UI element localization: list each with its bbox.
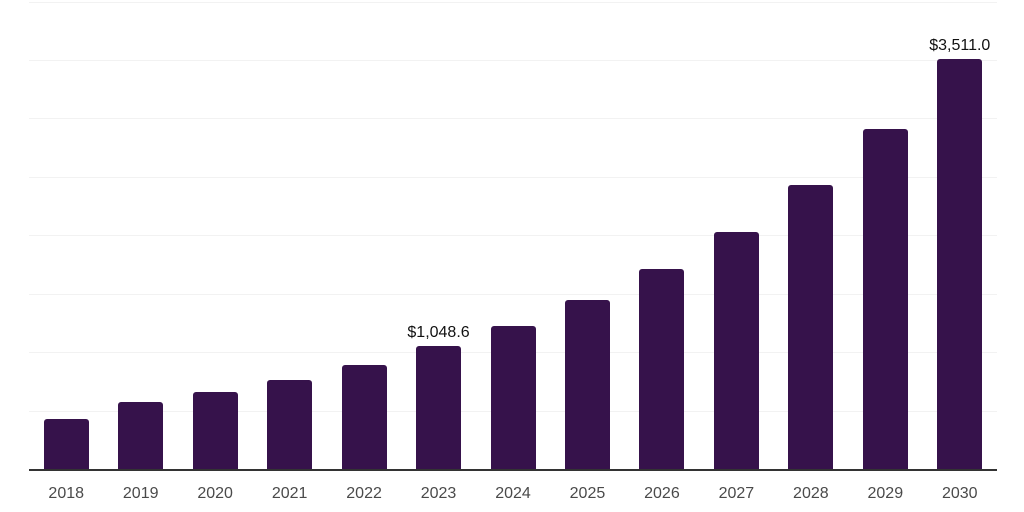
bar-2021[interactable] <box>267 379 313 469</box>
bar-2026[interactable] <box>639 269 685 469</box>
gridline-2000 <box>29 235 997 237</box>
gridline-3000 <box>29 118 997 120</box>
x-tick-label-2030: 2030 <box>941 485 978 502</box>
x-tick-label-2018: 2018 <box>48 485 85 502</box>
bar-2027[interactable] <box>713 231 759 469</box>
x-tick-label-2022: 2022 <box>346 485 382 502</box>
gridline-1500 <box>29 293 997 295</box>
bar-2020[interactable] <box>192 392 238 469</box>
bar-2019[interactable] <box>118 401 164 469</box>
x-tick-label-2021: 2021 <box>271 485 308 502</box>
bar-value-label-2030: $3,511.0 <box>929 36 991 54</box>
x-tick-label-2024: 2024 <box>495 485 531 502</box>
bar-2028[interactable] <box>788 184 834 469</box>
x-tick-label-2029: 2029 <box>867 485 904 502</box>
bar-2018[interactable] <box>43 419 89 469</box>
x-tick-label-2027: 2027 <box>718 485 755 502</box>
gridline-4000 <box>29 1 997 3</box>
gridline-3500 <box>29 59 997 61</box>
x-tick-label-2019: 2019 <box>122 485 159 502</box>
x-tick-label-2023: 2023 <box>420 485 457 502</box>
x-axis-line <box>29 469 997 471</box>
gridline-2500 <box>29 176 997 178</box>
x-tick-label-2020: 2020 <box>197 485 233 502</box>
x-tick-label-2025: 2025 <box>569 485 606 502</box>
x-tick-label-2028: 2028 <box>793 485 829 502</box>
x-tick-label-2026: 2026 <box>644 485 680 502</box>
bar-value-label-2023: $1,048.6 <box>407 324 470 342</box>
bar-2024[interactable] <box>490 326 536 469</box>
bar-2030[interactable] <box>937 58 983 469</box>
bar-2023[interactable] <box>416 346 462 469</box>
bar-2029[interactable] <box>862 128 908 469</box>
bar-2025[interactable] <box>564 300 610 469</box>
bar-2022[interactable] <box>341 364 387 469</box>
